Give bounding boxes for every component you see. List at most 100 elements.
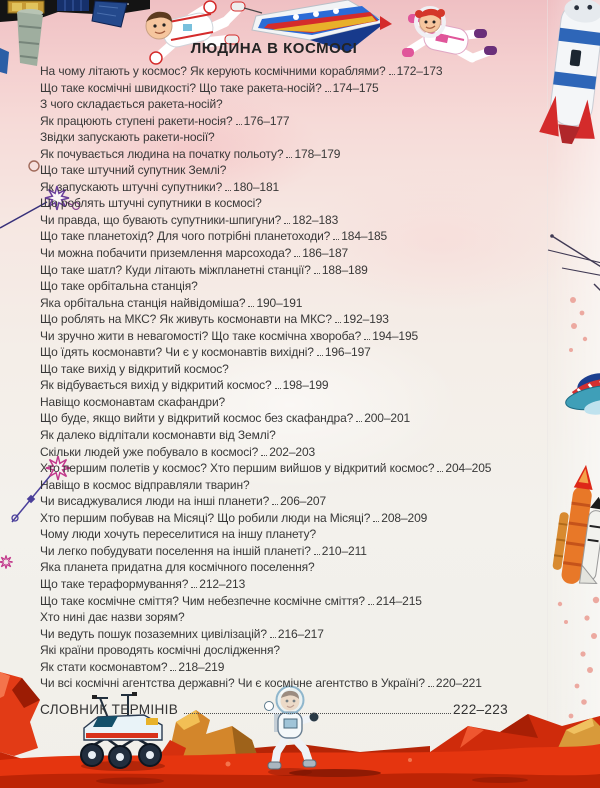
toc-row: Як запускають штучні супутники? 180–181 (40, 179, 508, 196)
toc-question: Що таке космічне сміття? Чим небезпечне … (40, 593, 365, 608)
dotted-leader (248, 305, 255, 307)
toc-pages: 176–177 (243, 113, 290, 128)
toc-question: Як далеко відлітали космонавти від Землі… (40, 428, 276, 443)
toc-row: Що таке шатл? Куди літають міжпланетні с… (40, 262, 508, 279)
toc-pages: 196–197 (324, 345, 371, 360)
toc-pages: 182–183 (292, 212, 339, 227)
toc-question: Як стати космонавтом? (40, 659, 168, 674)
toc-row: Що таке планетохід? Для чого потрібні пл… (40, 228, 508, 245)
toc-question: Що таке шатл? Куди літають міжпланетні с… (40, 262, 311, 277)
toc-list: На чому літають у космос? Як керують кос… (40, 63, 508, 692)
toc-row: Що таке космічне сміття? Чим небезпечне … (40, 593, 508, 610)
dotted-leader (184, 712, 451, 714)
toc-question: Як запускають штучні супутники? (40, 179, 223, 194)
toc-row: Що таке орбітальна станція? (40, 278, 508, 295)
dotted-leader (286, 156, 293, 158)
toc-row: Навіщо в космос відправляли тварин? (40, 477, 508, 494)
toc-row: Скільки людей уже побувало в космосі? 20… (40, 444, 508, 461)
toc-question: Що таке космічні швидкості? Що таке раке… (40, 80, 322, 95)
toc-question: Як почувається людина на початку польоту… (40, 146, 284, 161)
glossary-label: СЛОВНИК ТЕРМІНІВ (40, 701, 179, 717)
toc-question: Що їдять космонавти? Чи є у космонавтів … (40, 345, 314, 360)
toc-row: Як далеко відлітали космонавти від Землі… (40, 427, 508, 444)
dotted-leader (272, 503, 279, 506)
toc-row: Звідки запускають ракети-носії? (40, 129, 508, 146)
dotted-leader (356, 420, 363, 423)
toc-question: Чи висаджувалися люди на інші планети? (40, 494, 270, 509)
toc-pages: 202–203 (269, 444, 316, 459)
table-of-contents: ЛЮДИНА В КОСМОСІ На чому літають у космо… (40, 40, 508, 719)
toc-question: Яка планета придатна для космічного посе… (40, 560, 315, 575)
toc-question: Як відбувається вихід у відкритий космос… (40, 378, 272, 393)
toc-row: Чи правда, що бувають супутники-шпигуни?… (40, 212, 508, 229)
toc-pages: 194–195 (372, 328, 419, 343)
toc-question: Чи зручно жити в невагомості? Що таке ко… (40, 328, 362, 343)
dotted-leader (313, 553, 320, 555)
dotted-leader (324, 90, 331, 92)
toc-pages: 200–201 (364, 411, 411, 426)
toc-question: Скільки людей уже побувало в космосі? (40, 444, 259, 459)
toc-question: Хто першим побував на Місяці? Що робили … (40, 510, 371, 525)
toc-pages: 216–217 (277, 626, 324, 641)
toc-pages: 188–189 (321, 262, 368, 277)
toc-question: Що таке вихід у відкритий космос? (40, 361, 229, 376)
toc-row: Що роблять на МКС? Як живуть космонавти … (40, 311, 508, 328)
toc-question: Хто нині дає назви зорям? (40, 610, 185, 625)
toc-row: Хто першим полетів у космос? Хто першим … (40, 460, 508, 477)
toc-row: Яка планета придатна для космічного посе… (40, 559, 508, 576)
dotted-leader (334, 321, 341, 324)
toc-row: Як працюють ступені ракети-носія? 176–17… (40, 113, 508, 130)
toc-row: Чи легко побудувати поселення на іншій п… (40, 543, 508, 560)
toc-row: Чи ведуть пошук позаземних цивілізацій? … (40, 626, 508, 643)
toc-row: Навіщо космонавтам скафандри? (40, 394, 508, 411)
toc-pages: 220–221 (435, 676, 482, 691)
toc-row: Як стати космонавтом? 218–219 (40, 659, 508, 676)
toc-pages: 214–215 (375, 593, 422, 608)
toc-row: Як відбувається вихід у відкритий космос… (40, 377, 508, 394)
toc-row: Яка орбітальна станція найвідоміша? 190–… (40, 295, 508, 312)
toc-question: Чи легко побудувати поселення на іншій п… (40, 543, 311, 558)
toc-question: Що роблять штучні супутники в космосі? (40, 196, 262, 211)
dotted-leader (427, 685, 434, 688)
dotted-leader (284, 222, 291, 224)
toc-row: Що буде, якщо вийти у відкритий космос б… (40, 410, 508, 427)
dotted-leader (437, 470, 444, 473)
toc-pages: 206–207 (280, 494, 327, 509)
dotted-leader (388, 73, 395, 75)
toc-row: З чого складається ракета-носій? (40, 96, 508, 113)
toc-pages: 208–209 (381, 510, 428, 525)
toc-question: Що таке тераформування? (40, 576, 189, 591)
dotted-leader (261, 454, 268, 456)
toc-row: Хто нині дає назви зорям? (40, 609, 508, 626)
toc-question: Як працюють ступені ракети-носія? (40, 113, 233, 128)
toc-pages: 210–211 (321, 543, 367, 558)
glossary-row: СЛОВНИК ТЕРМІНІВ 222–223 (40, 701, 508, 719)
toc-row: Чи можна побачити приземлення марсохода?… (40, 245, 508, 262)
toc-question: Що таке штучний супутник Землі? (40, 163, 227, 178)
toc-pages: 204–205 (445, 461, 492, 476)
toc-row: Що таке космічні швидкості? Що таке раке… (40, 80, 508, 97)
toc-pages: 178–179 (294, 146, 341, 161)
toc-pages: 186–187 (302, 246, 349, 261)
toc-row: Що роблять штучні супутники в космосі? (40, 195, 508, 212)
toc-row: Хто першим побував на Місяці? Що робили … (40, 510, 508, 527)
toc-question: Чи можна побачити приземлення марсохода? (40, 246, 292, 261)
toc-row: Які країни проводять космічні дослідженн… (40, 642, 508, 659)
toc-question: Що буде, якщо вийти у відкритий космос б… (40, 411, 354, 426)
dotted-leader (274, 387, 281, 390)
toc-question: Звідки запускають ракети-носії? (40, 130, 215, 145)
toc-pages: 174–175 (332, 80, 379, 95)
glossary-pages: 222–223 (452, 701, 508, 717)
toc-question: Що роблять на МКС? Як живуть космонавти … (40, 312, 332, 327)
dotted-leader (373, 520, 380, 522)
toc-pages: 212–213 (199, 576, 246, 591)
page-edge-shading (547, 0, 600, 788)
toc-question: Навіщо космонавтам скафандри? (40, 394, 226, 409)
toc-pages: 190–191 (256, 295, 303, 310)
toc-pages: 172–173 (396, 64, 443, 78)
toc-row: Що їдять космонавти? Чи є у космонавтів … (40, 344, 508, 361)
toc-pages: 192–193 (342, 312, 389, 327)
toc-pages: 198–199 (282, 378, 329, 393)
page-title: ЛЮДИНА В КОСМОСІ (190, 40, 358, 57)
toc-pages: 180–181 (233, 179, 280, 194)
